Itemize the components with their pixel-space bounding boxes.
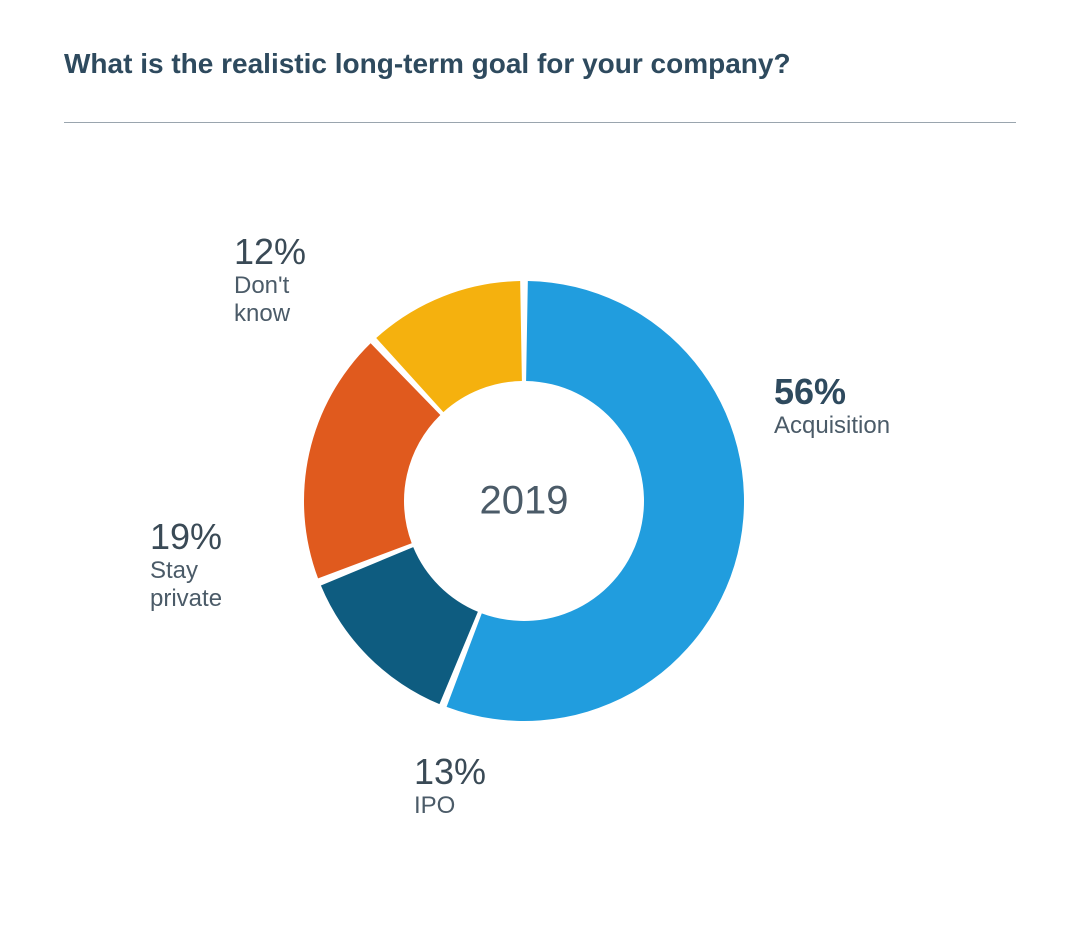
slice-percent: 12% — [234, 231, 306, 272]
slice-name: Acquisition — [774, 412, 890, 440]
center-year-label: 2019 — [480, 479, 569, 524]
donut-slice — [321, 547, 478, 704]
donut-chart: 2019 56%Acquisition13%IPO19%Stayprivate1… — [64, 171, 1016, 811]
slice-name: Don'tknow — [234, 272, 306, 327]
slice-label: 56%Acquisition — [774, 371, 890, 440]
slice-label: 19%Stayprivate — [150, 516, 222, 613]
slice-name: Stayprivate — [150, 557, 222, 612]
slice-label: 12%Don'tknow — [234, 231, 306, 328]
divider — [64, 122, 1016, 123]
slice-name: IPO — [414, 792, 486, 820]
slice-percent: 56% — [774, 371, 890, 412]
slice-percent: 19% — [150, 516, 222, 557]
slice-percent: 13% — [414, 751, 486, 792]
slice-label: 13%IPO — [414, 751, 486, 820]
chart-title: What is the realistic long-term goal for… — [64, 48, 1016, 80]
